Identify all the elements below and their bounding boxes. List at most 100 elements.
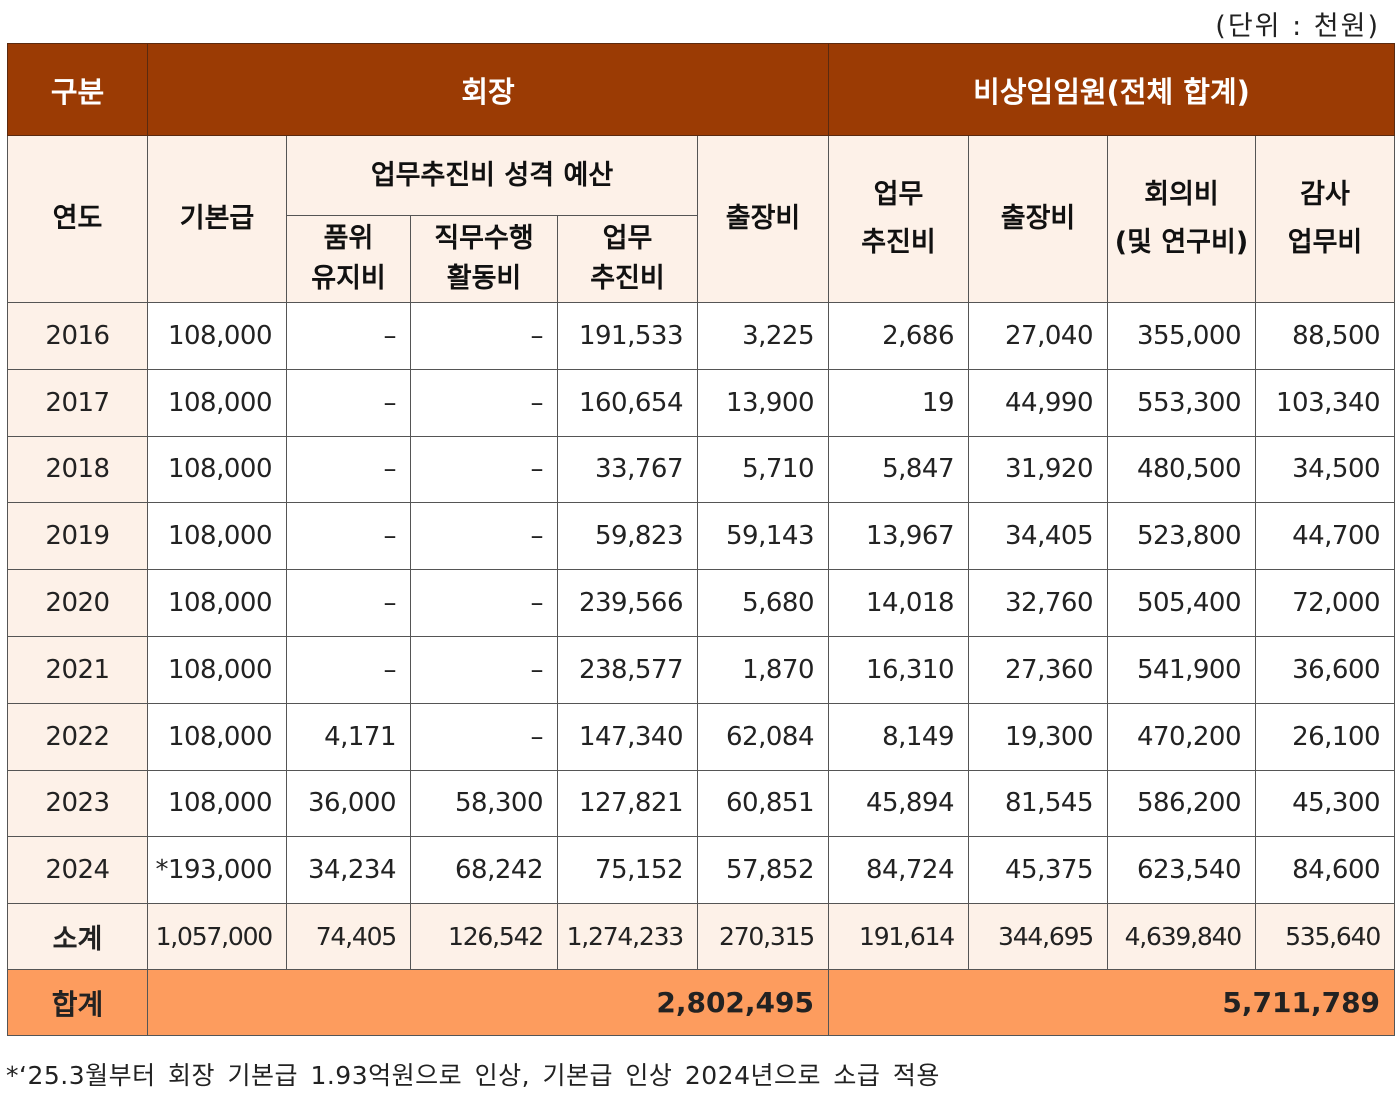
cell-ns-audit: 103,340 [1254,368,1396,437]
table-row: 2016 108,000– –191,533 3,225 2,686 27,040 355,… [7,302,1396,370]
cell-ns-audit: 72,000 [1254,569,1396,637]
cell-travel: 60,851 [697,769,829,838]
cell-business: 33,767 [557,435,698,504]
cell-travel: 13,900 [697,368,829,437]
cell-ns-business: 45,894 [828,769,969,838]
cell-dignity: 36,000 [286,769,411,838]
total-chairman: 2,802,495 [147,969,829,1037]
subtotal-duty: 126,542 [410,903,558,971]
cell-duty: 58,300 [410,769,558,838]
cell-ns-audit: 84,600 [1254,836,1396,905]
cell-duty: 68,242 [410,836,558,905]
cell-base: 108,000 [147,435,287,504]
table-row: 2017 108,000– –160,654 13,900 19 44,990 553,30… [7,368,1396,437]
cell-ns-meeting: 541,900 [1107,635,1256,704]
cell-dignity: – [286,435,411,504]
table-row: 2019 108,000– –59,823 59,143 13,967 34,405 523… [7,502,1396,571]
cell-ns-business: 8,149 [828,702,969,771]
cell-travel: 62,084 [697,702,829,771]
cell-ns-meeting: 553,300 [1107,368,1256,437]
cell-year: 2021 [7,635,148,704]
cell-ns-meeting: 355,000 [1107,302,1256,370]
total-row: 합계 2,802,495 5,711,789 [7,969,1396,1037]
cell-travel: 5,710 [697,435,829,504]
cell-base: 108,000 [147,702,287,771]
cell-base: 108,000 [147,368,287,437]
cell-ns-audit: 88,500 [1254,302,1396,370]
subtotal-travel: 270,315 [697,903,829,971]
expense-table: 구분 회장 비상임임원(전체 합계) 연도 기본급 업무추진비 성격 예산 출장… [7,43,1396,1037]
unit-label: (단위 : 천원) [1215,11,1380,42]
cell-business: 239,566 [557,569,698,637]
table-row: 2022 108,000 4,171–147,340 62,084 8,149 19,30… [7,702,1396,771]
cell-year: 2016 [7,302,148,370]
header-duty-activity: 직무수행 활동비 [410,215,558,303]
header-ns-travel: 출장비 [968,135,1108,303]
cell-travel: 57,852 [697,836,829,905]
header-row-top: 구분 회장 비상임임원(전체 합계) [7,43,1396,136]
table-row: 2024 *193,000 34,234 68,242 75,152 57,852 84,7… [7,836,1396,905]
cell-duty: – [410,368,558,437]
header-row-budget: 품위 유지비 직무수행 활동비 업무 추진비 [8,215,1395,303]
cell-duty: – [410,702,558,771]
cell-ns-meeting: 623,540 [1107,836,1256,905]
cell-base: 108,000 [147,769,287,838]
cell-ns-business: 5,847 [828,435,969,504]
cell-dignity: 34,234 [286,836,411,905]
cell-ns-meeting: 480,500 [1107,435,1256,504]
cell-ns-travel: 81,545 [968,769,1108,838]
cell-ns-business: 19 [828,368,969,437]
cell-ns-business: 2,686 [828,302,969,370]
cell-ns-meeting: 586,200 [1107,769,1256,838]
cell-duty: – [410,302,558,370]
subtotal-ns-audit: 535,640 [1254,903,1396,971]
cell-ns-audit: 36,600 [1254,635,1396,704]
subtotal-ns-travel: 344,695 [968,903,1108,971]
cell-ns-meeting: 505,400 [1107,569,1256,637]
cell-base: 108,000 [147,569,287,637]
cell-ns-travel: 44,990 [968,368,1108,437]
cell-year: 2019 [7,502,148,571]
cell-ns-travel: 32,760 [968,569,1108,637]
header-category: 구분 [7,43,148,136]
cell-travel: 5,680 [697,569,829,637]
total-label: 합계 [7,969,148,1037]
cell-ns-business: 13,967 [828,502,969,571]
cell-duty: – [410,435,558,504]
cell-duty: – [410,635,558,704]
cell-business: 147,340 [557,702,698,771]
subtotal-dignity: 74,405 [286,903,411,971]
cell-business: 160,654 [557,368,698,437]
cell-year: 2017 [7,368,148,437]
cell-dignity: – [286,368,411,437]
cell-dignity: – [286,302,411,370]
cell-base: *193,000 [147,836,287,905]
cell-business: 59,823 [557,502,698,571]
cell-duty: – [410,569,558,637]
table-row: 2023 108,000 36,000 58,300 127,821 60,851 45,8… [7,769,1396,838]
cell-year: 2023 [7,769,148,838]
cell-dignity: – [286,502,411,571]
table-row: 2018 108,000– –33,767 5,710 5,847 31,920 480,5… [7,435,1396,504]
header-dignity: 품위 유지비 [286,215,411,303]
cell-travel: 1,870 [697,635,829,704]
subtotal-base: 1,057,000 [147,903,287,971]
cell-year: 2022 [7,702,148,771]
cell-ns-meeting: 470,200 [1107,702,1256,771]
cell-base: 108,000 [147,635,287,704]
table-row: 2021 108,000– –238,577 1,870 16,310 27,360 541… [7,635,1396,704]
cell-dignity: – [286,635,411,704]
header-budget-group: 업무추진비 성격 예산 [286,135,698,216]
cell-ns-audit: 44,700 [1254,502,1396,571]
cell-year: 2020 [7,569,148,637]
cell-ns-travel: 27,040 [968,302,1108,370]
subtotal-label: 소계 [7,903,148,971]
cell-year: 2024 [7,836,148,905]
subtotal-ns-meeting: 4,639,840 [1107,903,1256,971]
cell-base: 108,000 [147,302,287,370]
cell-ns-audit: 45,300 [1254,769,1396,838]
header-ns-audit: 감사 업무비 [1254,135,1396,303]
cell-ns-business: 16,310 [828,635,969,704]
header-row-sub: 연도 기본급 업무추진비 성격 예산 출장비 업무 추진비 출장비 회의비 (및 연… [7,135,1396,303]
cell-ns-business: 14,018 [828,569,969,637]
